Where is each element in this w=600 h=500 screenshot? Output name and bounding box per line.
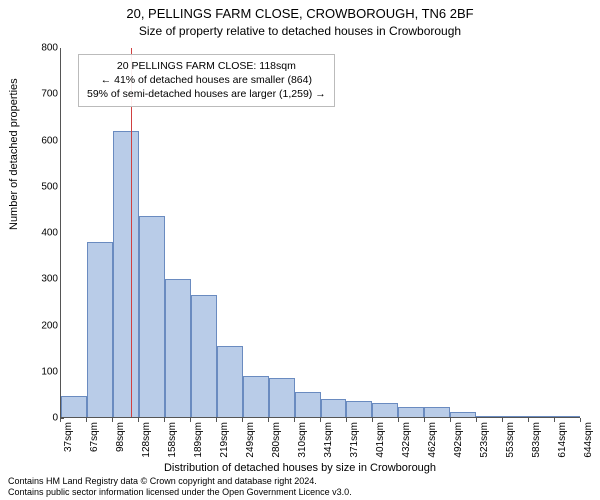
annotation-box: 20 PELLINGS FARM CLOSE: 118sqm ← 41% of … [78, 54, 335, 107]
y-tick-label: 700 [28, 89, 58, 100]
histogram-bar [502, 416, 528, 417]
y-tick-label: 0 [28, 413, 58, 424]
x-tick-label: 310sqm [297, 422, 308, 458]
x-tick-label: 219sqm [219, 422, 230, 458]
x-tick-mark [502, 418, 503, 422]
histogram-bar [528, 416, 554, 417]
x-tick-label: 492sqm [453, 422, 464, 458]
credits: Contains HM Land Registry data © Crown c… [8, 476, 352, 498]
credits-line-2: Contains public sector information licen… [8, 487, 352, 498]
histogram-bar [554, 416, 580, 417]
histogram-bar [295, 392, 321, 417]
x-tick-label: 341sqm [323, 422, 334, 458]
x-tick-label: 189sqm [193, 422, 204, 458]
x-tick-mark [190, 418, 191, 422]
x-tick-mark [86, 418, 87, 422]
annotation-line-2: ← 41% of detached houses are smaller (86… [87, 73, 326, 87]
y-tick-label: 400 [28, 228, 58, 239]
x-tick-label: 128sqm [141, 422, 152, 458]
x-tick-mark [216, 418, 217, 422]
x-tick-label: 644sqm [583, 422, 594, 458]
histogram-bar [450, 412, 476, 417]
x-tick-label: 432sqm [401, 422, 412, 458]
x-tick-mark [476, 418, 477, 422]
x-tick-mark [112, 418, 113, 422]
x-tick-mark [372, 418, 373, 422]
x-tick-label: 158sqm [167, 422, 178, 458]
x-tick-label: 523sqm [479, 422, 490, 458]
y-tick-label: 500 [28, 181, 58, 192]
x-tick-mark [346, 418, 347, 422]
x-tick-mark [424, 418, 425, 422]
y-axis-label: Number of detached properties [8, 78, 20, 230]
x-tick-label: 553sqm [505, 422, 516, 458]
y-ticks: 0100200300400500600700800 [32, 48, 60, 418]
histogram-bar [321, 399, 347, 417]
x-tick-mark [398, 418, 399, 422]
y-tick-label: 200 [28, 320, 58, 331]
annotation-line-1: 20 PELLINGS FARM CLOSE: 118sqm [87, 59, 326, 73]
chart-title: 20, PELLINGS FARM CLOSE, CROWBOROUGH, TN… [0, 6, 600, 21]
histogram-bar [269, 378, 295, 417]
histogram-bar [424, 407, 450, 417]
x-tick-mark [138, 418, 139, 422]
histogram-bar [191, 295, 217, 417]
y-tick-label: 600 [28, 135, 58, 146]
histogram-bar [113, 131, 139, 417]
x-tick-mark [580, 418, 581, 422]
x-tick-label: 98sqm [115, 422, 126, 452]
x-tick-mark [60, 418, 61, 422]
x-tick-mark [320, 418, 321, 422]
x-tick-label: 249sqm [245, 422, 256, 458]
y-tick-label: 800 [28, 43, 58, 54]
credits-line-1: Contains HM Land Registry data © Crown c… [8, 476, 352, 487]
x-tick-mark [164, 418, 165, 422]
histogram-bar [61, 396, 87, 417]
histogram-bar [398, 407, 424, 417]
x-tick-mark [268, 418, 269, 422]
x-tick-mark [450, 418, 451, 422]
x-ticks: 37sqm 67sqm 98sqm 128sqm 158sqm 189sqm 219sqm 2… [60, 418, 580, 468]
histogram-bar [217, 346, 243, 417]
x-tick-mark [242, 418, 243, 422]
histogram-bar [476, 416, 502, 417]
x-tick-mark [294, 418, 295, 422]
chart-container: 20, PELLINGS FARM CLOSE, CROWBOROUGH, TN… [0, 0, 600, 500]
histogram-bar [346, 401, 372, 417]
annotation-line-3: 59% of semi-detached houses are larger (… [87, 87, 326, 101]
x-tick-label: 614sqm [557, 422, 568, 458]
x-axis-label: Distribution of detached houses by size … [0, 462, 600, 474]
x-tick-mark [528, 418, 529, 422]
y-tick-label: 100 [28, 366, 58, 377]
histogram-bar [87, 242, 113, 417]
x-tick-label: 67sqm [89, 422, 100, 452]
histogram-bar [372, 403, 398, 417]
x-tick-label: 371sqm [349, 422, 360, 458]
x-tick-label: 401sqm [375, 422, 386, 458]
x-tick-label: 462sqm [427, 422, 438, 458]
histogram-bar [243, 376, 269, 418]
x-tick-mark [554, 418, 555, 422]
x-tick-label: 583sqm [531, 422, 542, 458]
x-tick-label: 37sqm [63, 422, 74, 452]
x-tick-label: 280sqm [271, 422, 282, 458]
chart-subtitle: Size of property relative to detached ho… [0, 24, 600, 38]
histogram-bar [139, 216, 165, 417]
histogram-bar [165, 279, 191, 417]
y-tick-label: 300 [28, 274, 58, 285]
